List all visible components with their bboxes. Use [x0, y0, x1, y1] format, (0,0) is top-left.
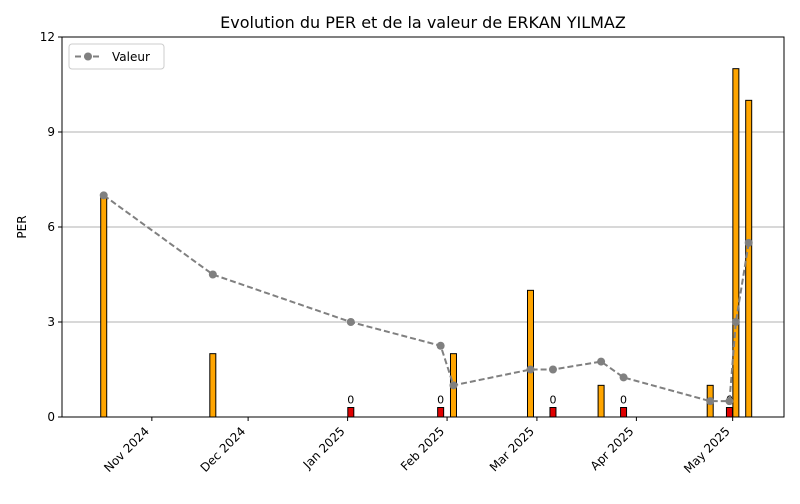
y-tick-label: 6	[47, 220, 55, 234]
chart-title: Evolution du PER et de la valeur de ERKA…	[220, 13, 626, 32]
axes: 0 3 6 9 12 Nov 2024 Dec 2024 Jan 2025 Feb 2025 Ma…	[40, 30, 734, 476]
x-tick-label: May 2025	[681, 424, 733, 476]
per-bar	[209, 353, 217, 418]
per-bar-zero	[549, 407, 557, 418]
bar-value-label: 0	[549, 394, 556, 407]
per-bar-zero	[437, 407, 445, 418]
valeur-line	[103, 194, 750, 403]
per-bar-zero	[725, 407, 733, 418]
per-bar	[597, 384, 605, 418]
bar-value-label: 0	[437, 394, 444, 407]
valeur-point	[436, 341, 445, 350]
legend: Valeur	[68, 43, 165, 70]
legend-label: Valeur	[112, 50, 150, 64]
y-tick-label: 3	[47, 315, 55, 329]
per-bar-zero	[347, 407, 355, 418]
x-tick-label: Apr 2025	[588, 424, 637, 473]
valeur-point	[619, 373, 628, 382]
gridlines	[62, 131, 784, 323]
valeur-point	[346, 318, 355, 326]
x-tick-label: Dec 2024	[198, 424, 249, 475]
value-line	[99, 191, 753, 406]
per-bar	[745, 99, 753, 418]
per-bar	[526, 289, 534, 418]
per-bar-zero	[620, 407, 628, 418]
valeur-point	[548, 365, 557, 374]
valeur-point	[597, 357, 606, 366]
x-tick-label: Jan 2025	[300, 424, 348, 472]
valeur-point	[526, 365, 535, 374]
x-tick-label: Feb 2025	[398, 424, 447, 473]
valeur-point	[208, 270, 217, 279]
y-tick-label: 9	[47, 125, 55, 139]
x-tick-label: Mar 2025	[487, 424, 537, 474]
y-axis-label: PER	[15, 215, 29, 238]
bar-value-label: 0	[347, 394, 354, 407]
legend-box	[68, 43, 165, 70]
valeur-point	[99, 191, 108, 200]
per-bar	[100, 194, 108, 418]
valeur-point	[706, 397, 715, 406]
x-tick-label: Nov 2024	[101, 424, 152, 475]
y-tick-label: 0	[47, 410, 55, 424]
legend-marker	[84, 52, 92, 61]
valeur-point	[731, 318, 740, 326]
bar-value-label: 0	[620, 394, 627, 407]
valeur-point	[744, 238, 753, 247]
y-tick-label: 12	[40, 30, 55, 44]
valeur-point	[725, 397, 734, 406]
per-bar	[732, 68, 740, 418]
valeur-point	[449, 381, 458, 390]
bars	[100, 68, 753, 418]
